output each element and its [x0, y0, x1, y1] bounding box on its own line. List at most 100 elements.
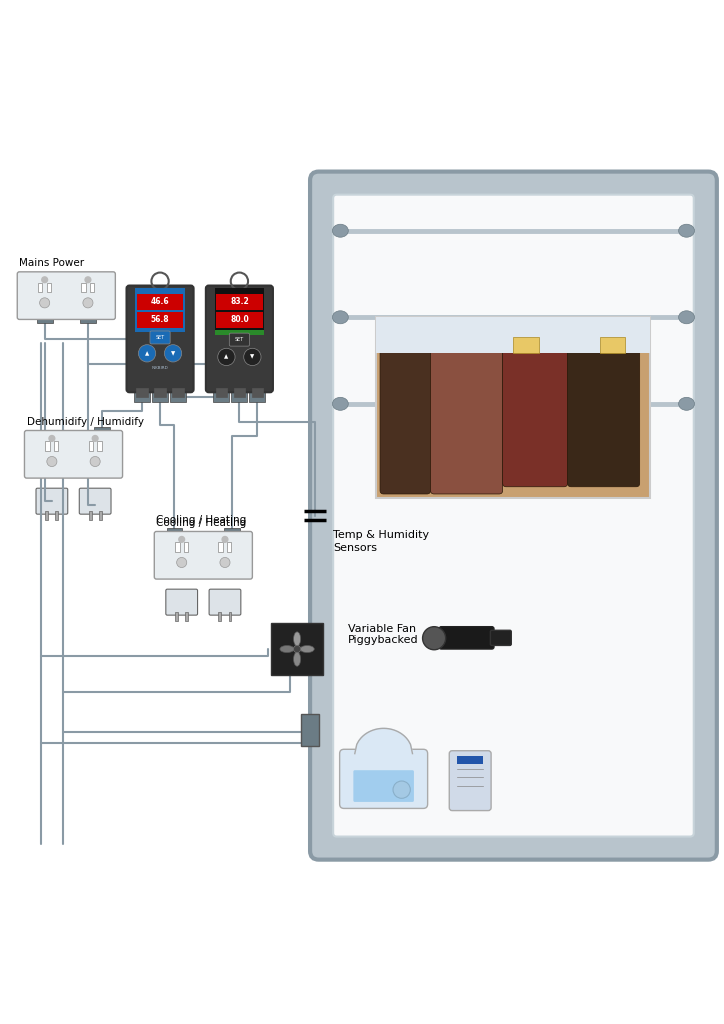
Text: SET: SET — [156, 335, 164, 340]
Circle shape — [164, 345, 182, 362]
Circle shape — [85, 276, 90, 283]
Bar — [214, 289, 264, 332]
Circle shape — [42, 276, 48, 283]
Bar — [38, 283, 43, 292]
FancyBboxPatch shape — [380, 328, 431, 494]
FancyBboxPatch shape — [230, 333, 250, 346]
Bar — [152, 391, 168, 402]
Bar — [137, 294, 183, 310]
Bar — [97, 441, 101, 451]
Bar — [175, 612, 178, 621]
Circle shape — [218, 348, 235, 366]
Text: 46.6: 46.6 — [151, 297, 169, 306]
Bar — [219, 612, 222, 621]
FancyBboxPatch shape — [209, 589, 241, 615]
Bar — [216, 294, 263, 310]
Bar — [56, 511, 59, 520]
FancyBboxPatch shape — [502, 328, 568, 486]
Bar — [185, 612, 188, 621]
FancyBboxPatch shape — [333, 195, 694, 837]
Bar — [376, 317, 650, 353]
FancyBboxPatch shape — [80, 488, 111, 514]
Circle shape — [423, 627, 446, 650]
FancyBboxPatch shape — [154, 531, 253, 580]
Bar — [184, 543, 188, 552]
FancyBboxPatch shape — [150, 331, 170, 344]
FancyBboxPatch shape — [600, 338, 626, 353]
Bar — [135, 289, 185, 332]
Bar — [214, 331, 264, 335]
Text: Cooling / Heating: Cooling / Heating — [156, 515, 247, 525]
Ellipse shape — [678, 224, 694, 238]
Circle shape — [177, 557, 187, 567]
FancyBboxPatch shape — [353, 770, 414, 802]
Ellipse shape — [678, 397, 694, 411]
Text: SET: SET — [235, 337, 244, 342]
Bar — [46, 441, 50, 451]
Bar — [137, 312, 183, 328]
Bar — [250, 391, 266, 402]
Circle shape — [293, 645, 300, 652]
Bar — [136, 388, 148, 396]
Circle shape — [222, 537, 228, 543]
Bar — [88, 441, 93, 451]
Text: 56.8: 56.8 — [151, 315, 169, 324]
Bar — [90, 283, 94, 292]
Bar — [80, 311, 96, 323]
Polygon shape — [355, 728, 413, 754]
Bar — [271, 623, 324, 675]
Bar — [98, 511, 101, 520]
Circle shape — [244, 348, 261, 366]
Ellipse shape — [332, 224, 348, 238]
Ellipse shape — [280, 645, 294, 652]
Bar — [154, 388, 166, 396]
Text: Mains Power: Mains Power — [20, 258, 85, 268]
FancyBboxPatch shape — [450, 751, 491, 811]
Bar — [167, 527, 182, 540]
Bar — [457, 756, 483, 765]
Bar — [219, 543, 223, 552]
Ellipse shape — [678, 310, 694, 324]
FancyBboxPatch shape — [206, 286, 273, 392]
Circle shape — [47, 457, 57, 467]
Ellipse shape — [293, 632, 300, 646]
Bar — [175, 543, 180, 552]
FancyBboxPatch shape — [25, 430, 122, 478]
Bar — [170, 391, 186, 402]
Bar — [224, 527, 240, 540]
Bar — [134, 391, 150, 402]
Text: INKBIRD: INKBIRD — [152, 366, 169, 370]
Bar — [300, 714, 319, 746]
Bar — [252, 388, 264, 396]
Circle shape — [92, 435, 98, 441]
Text: Temp & Humidity
Sensors: Temp & Humidity Sensors — [333, 530, 429, 553]
FancyBboxPatch shape — [490, 631, 511, 645]
Bar — [46, 511, 49, 520]
Circle shape — [83, 298, 93, 308]
FancyBboxPatch shape — [127, 286, 193, 392]
FancyBboxPatch shape — [439, 627, 494, 649]
Bar — [216, 312, 263, 328]
Ellipse shape — [300, 645, 314, 652]
Text: Dehumidify / Humidify: Dehumidify / Humidify — [27, 417, 143, 427]
Text: ▼: ▼ — [251, 354, 255, 359]
FancyBboxPatch shape — [568, 335, 640, 486]
Text: ▲: ▲ — [224, 354, 229, 359]
Circle shape — [40, 298, 50, 308]
Text: ▲: ▲ — [145, 351, 149, 355]
Circle shape — [393, 781, 411, 799]
FancyBboxPatch shape — [431, 328, 502, 494]
Bar — [47, 283, 51, 292]
Circle shape — [138, 345, 156, 362]
Text: Cooling / Heating: Cooling / Heating — [156, 518, 247, 527]
Bar — [234, 388, 245, 396]
Circle shape — [220, 557, 230, 567]
FancyBboxPatch shape — [376, 317, 650, 498]
Bar — [88, 511, 91, 520]
Ellipse shape — [293, 652, 300, 667]
Circle shape — [49, 435, 55, 441]
Circle shape — [90, 457, 100, 467]
FancyBboxPatch shape — [36, 488, 68, 514]
Bar — [54, 441, 59, 451]
FancyBboxPatch shape — [340, 750, 428, 808]
